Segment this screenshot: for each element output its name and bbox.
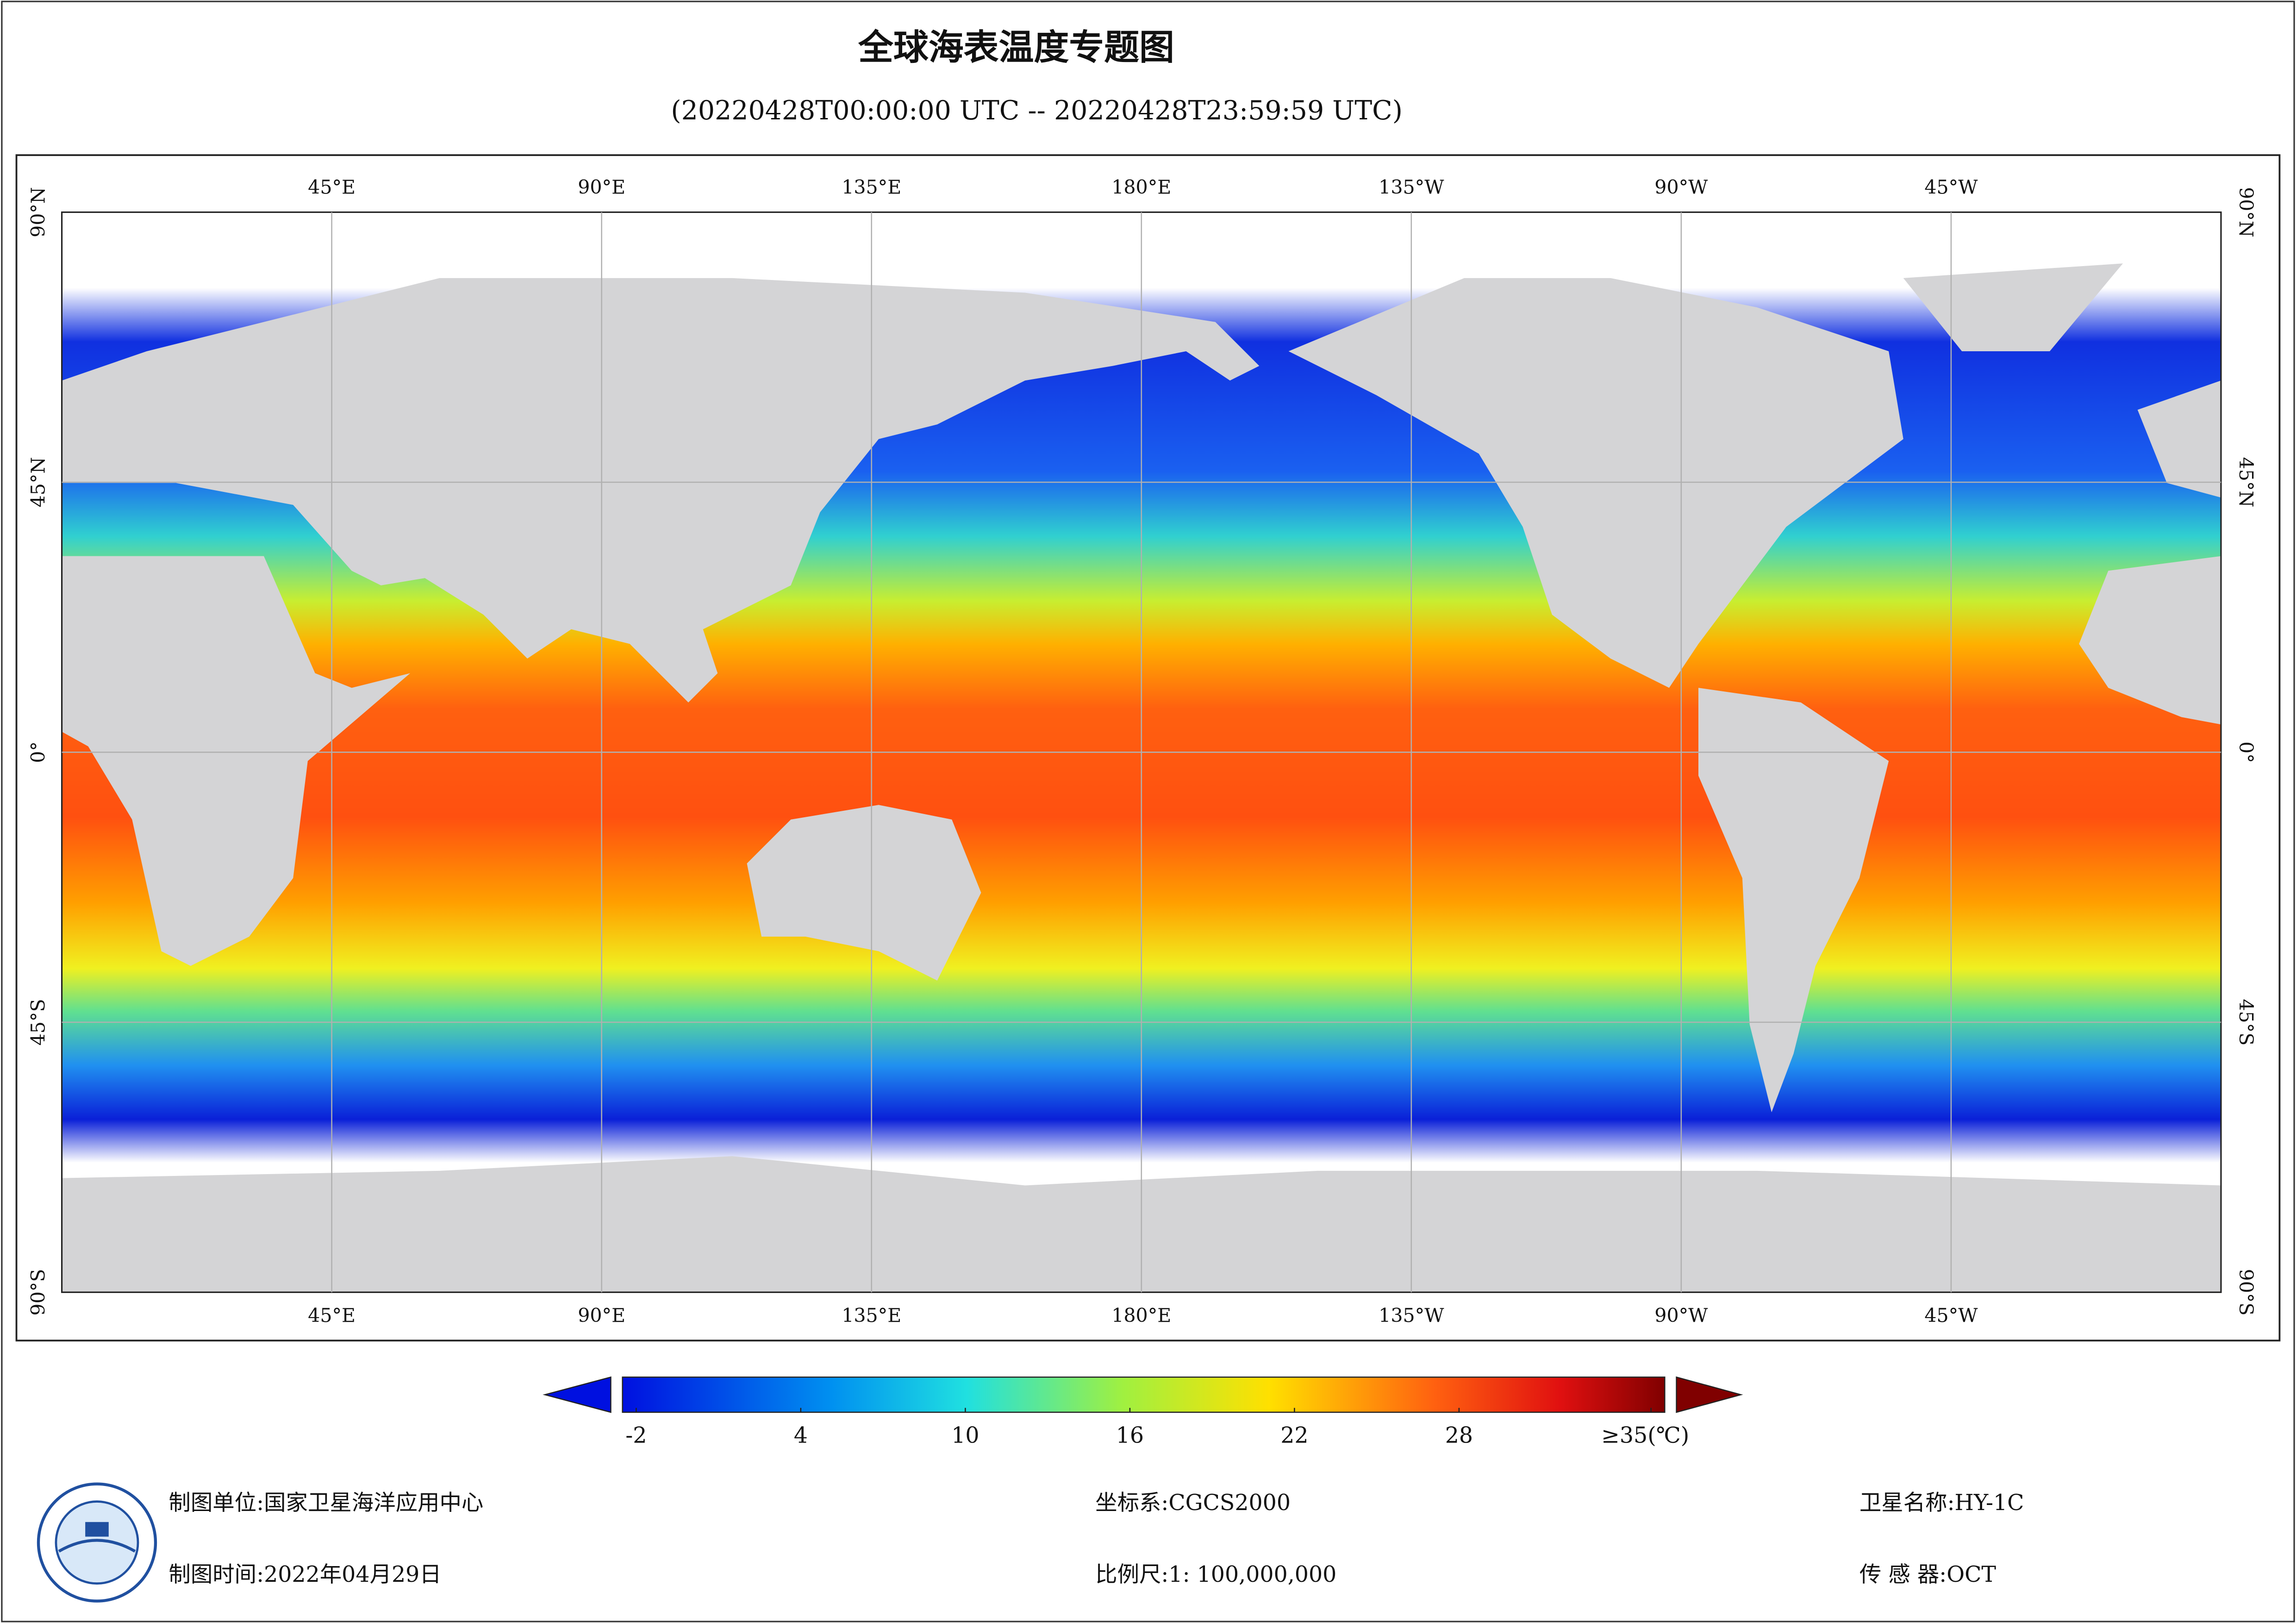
lon-label-top: 180°E (1111, 176, 1171, 198)
grid: 45°E 45°E 90°E 90°E 135°E 135°E 180°E 180°E 135°… (27, 176, 2257, 1326)
lon-label-bottom: 90°W (1654, 1305, 1708, 1327)
lat-label-right: 45°N (2235, 457, 2257, 508)
lon-label-top: 135°E (842, 176, 901, 198)
colorbar-tick-label: 16 (1116, 1423, 1144, 1448)
colorbar-tick-label: 28 (1445, 1423, 1473, 1448)
subtitle: (20220428T00:00:00 UTC -- 20220428T23:59… (671, 95, 1402, 126)
lat-label-left: 0° (27, 741, 50, 763)
footer-scale: 比例尺:1: 100,000,000 (1095, 1562, 1336, 1587)
lat-label-right: 45°S (2235, 999, 2257, 1045)
colorbar-tick-label: -2 (625, 1423, 647, 1448)
colorbar-over-arrow (1676, 1376, 1743, 1413)
lat-label-left: 45°S (27, 999, 50, 1045)
footer-unit: 制图单位:国家卫星海洋应用中心 (168, 1490, 483, 1516)
footer-satellite: 卫星名称:HY-1C (1859, 1490, 2024, 1516)
lon-label-top: 45°E (308, 176, 356, 198)
lon-label-bottom: 180°E (1111, 1305, 1171, 1327)
colorbar-ramp (622, 1376, 1666, 1413)
lon-label-top: 90°E (578, 176, 625, 198)
title: 全球海表温度专题图 (858, 27, 1174, 68)
lat-label-right: 90°S (2235, 1269, 2257, 1316)
lat-label-left: 90°S (27, 1269, 50, 1316)
land (2137, 380, 2221, 498)
land (1698, 688, 1889, 1113)
colorbar-tick-label: 4 (794, 1423, 808, 1448)
colorbar-tick-label: ≥35(℃) (1601, 1423, 1689, 1448)
lat-label-right: 0° (2235, 741, 2257, 763)
land (1288, 278, 1903, 688)
colorbar-tick-label: 10 (951, 1423, 979, 1448)
lat-label-right: 90°N (2235, 187, 2257, 237)
footer-crs: 坐标系:CGCS2000 (1095, 1490, 1291, 1516)
land (1903, 263, 2123, 351)
land (747, 805, 981, 981)
lon-label-top: 90°W (1654, 176, 1708, 198)
lon-label-bottom: 90°E (578, 1305, 625, 1327)
map-border (15, 154, 2281, 1342)
colorbar-under-arrow (543, 1376, 611, 1413)
lat-label-left: 45°N (27, 457, 50, 508)
logo (37, 1482, 157, 1603)
land (62, 278, 1260, 703)
lon-label-bottom: 45°W (1924, 1305, 1978, 1327)
colorbar-tick-label: 22 (1280, 1423, 1308, 1448)
lon-label-bottom: 45°E (308, 1305, 356, 1327)
lat-label-left: 90°N (27, 187, 50, 237)
lon-label-top: 135°W (1379, 176, 1444, 198)
lon-label-top: 45°W (1924, 176, 1978, 198)
land (2079, 556, 2221, 725)
lon-label-bottom: 135°E (842, 1305, 901, 1327)
land (62, 556, 411, 966)
lon-label-bottom: 135°W (1379, 1305, 1444, 1327)
footer-date: 制图时间:2022年04月29日 (168, 1562, 441, 1587)
colorbar: -2 4 10 16 22 28 ≥35(℃) (543, 1376, 1743, 1448)
footer-sensor: 传 感 器:OCT (1859, 1562, 1997, 1587)
